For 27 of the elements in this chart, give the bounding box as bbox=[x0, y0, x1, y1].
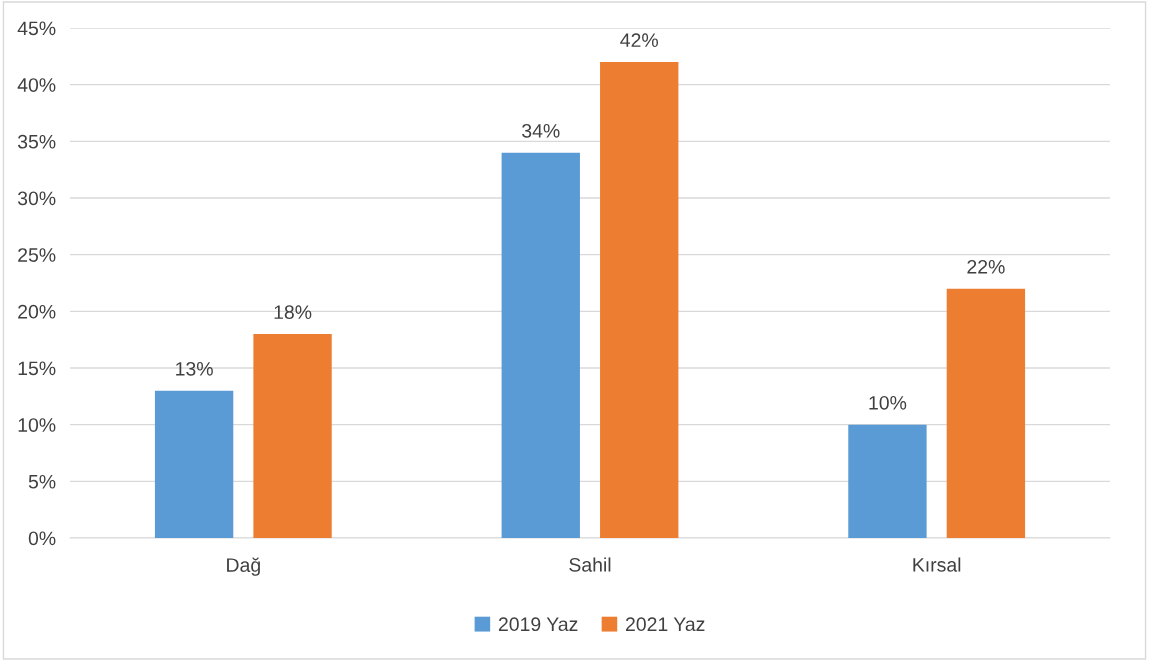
y-tick-label: 5% bbox=[28, 474, 56, 489]
legend-label: 2019 Yaz bbox=[498, 617, 578, 632]
legend-label: 2021 Yaz bbox=[625, 617, 705, 632]
x-tick-label: Dağ bbox=[227, 557, 260, 576]
y-tick-label: 20% bbox=[18, 304, 56, 319]
data-label: 22% bbox=[967, 259, 1005, 274]
y-tick-label: 15% bbox=[18, 361, 56, 376]
data-label: 42% bbox=[620, 33, 658, 47]
x-tick-label: Sahil bbox=[569, 557, 611, 572]
bar bbox=[154, 390, 234, 538]
y-tick-label: 30% bbox=[17, 191, 56, 206]
y-tick-label: 10% bbox=[18, 418, 56, 432]
bar bbox=[501, 152, 580, 538]
data-label: 10% bbox=[869, 395, 907, 410]
bar bbox=[600, 62, 679, 538]
y-tick-label: 35% bbox=[17, 134, 56, 149]
bar bbox=[848, 424, 927, 538]
y-tick-label: 40% bbox=[17, 78, 56, 92]
x-tick-label: Kırsal bbox=[913, 557, 961, 572]
y-tick-label: 25% bbox=[18, 248, 56, 262]
y-tick-label: 0% bbox=[28, 531, 56, 546]
y-tick-label: 45% bbox=[17, 21, 56, 36]
data-label: 34% bbox=[522, 123, 560, 138]
bar bbox=[253, 334, 332, 538]
data-label: 13% bbox=[176, 361, 213, 376]
data-label: 18% bbox=[274, 305, 312, 320]
bar bbox=[946, 288, 1026, 538]
